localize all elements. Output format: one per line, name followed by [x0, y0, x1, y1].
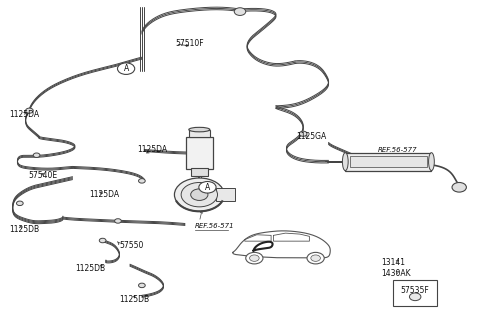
Text: REF.56-577: REF.56-577 — [378, 147, 418, 153]
Text: REF.56-571: REF.56-571 — [194, 223, 234, 229]
Text: 57535F: 57535F — [400, 286, 429, 295]
Text: 57510F: 57510F — [175, 40, 204, 49]
Text: 1125DB: 1125DB — [75, 264, 105, 273]
Bar — [393, 279, 437, 306]
Bar — [216, 188, 235, 201]
Bar — [186, 137, 213, 169]
Circle shape — [307, 252, 324, 264]
Text: 1125DA: 1125DA — [89, 190, 120, 199]
Circle shape — [33, 153, 40, 157]
Bar — [350, 156, 427, 167]
Circle shape — [191, 189, 208, 200]
Text: A: A — [205, 183, 210, 192]
Circle shape — [16, 201, 23, 205]
Circle shape — [409, 293, 421, 301]
Text: 57550: 57550 — [120, 241, 144, 250]
Text: 1125DB: 1125DB — [9, 225, 39, 234]
Circle shape — [99, 238, 106, 243]
Ellipse shape — [189, 127, 210, 132]
Circle shape — [311, 255, 321, 261]
Text: 1125DA: 1125DA — [137, 145, 167, 154]
Circle shape — [452, 183, 467, 192]
Ellipse shape — [429, 153, 434, 171]
Circle shape — [181, 183, 217, 207]
Text: 57540E: 57540E — [28, 171, 58, 180]
Text: 1125DB: 1125DB — [120, 295, 149, 304]
Text: 1430AK: 1430AK — [381, 270, 411, 278]
Circle shape — [246, 252, 263, 264]
Ellipse shape — [342, 153, 348, 171]
Circle shape — [118, 63, 135, 74]
Circle shape — [250, 255, 259, 261]
Circle shape — [139, 283, 145, 288]
Circle shape — [25, 108, 33, 113]
Bar — [345, 153, 432, 171]
Bar — [191, 168, 208, 176]
Circle shape — [139, 179, 145, 183]
Circle shape — [199, 182, 216, 193]
Text: 1125DA: 1125DA — [9, 110, 39, 119]
Circle shape — [300, 131, 307, 136]
Text: 13141: 13141 — [381, 259, 405, 268]
Bar — [189, 130, 210, 137]
Circle shape — [115, 219, 121, 223]
Text: A: A — [123, 64, 129, 73]
Circle shape — [174, 178, 224, 211]
Circle shape — [234, 8, 246, 15]
Text: 1125GA: 1125GA — [297, 132, 327, 141]
